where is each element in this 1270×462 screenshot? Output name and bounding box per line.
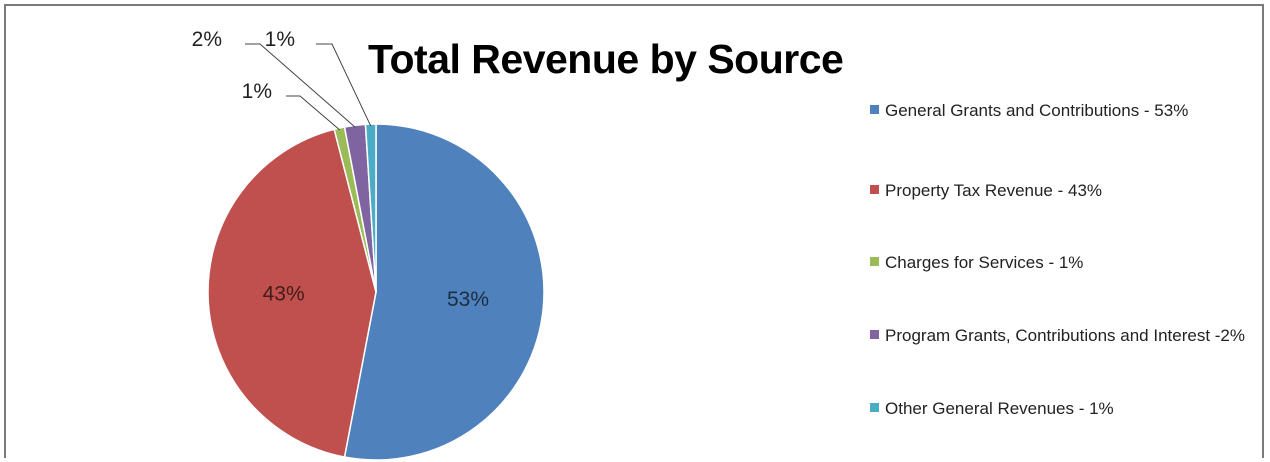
legend-swatch-3 bbox=[870, 257, 879, 266]
legend-label-1: General Grants and Contributions - 53% bbox=[885, 101, 1189, 120]
data-label-5: 1% bbox=[265, 28, 295, 51]
legend-entry-1: General Grants and Contributions - 53% bbox=[870, 98, 1250, 123]
leader-line-5 bbox=[316, 43, 372, 127]
legend-label-5: Other General Revenues - 1% bbox=[885, 399, 1114, 418]
legend-entry-3: Charges for Services - 1% bbox=[870, 250, 1250, 275]
pie-slices bbox=[207, 123, 545, 461]
data-labels: 53% 43% 1% 2% 1% bbox=[192, 28, 489, 311]
legend-swatch-5 bbox=[870, 403, 879, 412]
pie-slice-2 bbox=[207, 128, 377, 458]
pie-slice-1 bbox=[343, 123, 545, 461]
legend-entry-2: Property Tax Revenue - 43% bbox=[870, 178, 1250, 203]
chart-title: Total Revenue by Source bbox=[368, 36, 844, 82]
legend-swatch-4 bbox=[870, 330, 879, 339]
data-label-4: 2% bbox=[192, 28, 222, 51]
legend-entry-5: Other General Revenues - 1% bbox=[870, 396, 1250, 421]
legend-label-2: Property Tax Revenue - 43% bbox=[885, 181, 1103, 200]
legend-label-4: Program Grants, Contributions and Intere… bbox=[885, 326, 1245, 345]
data-label-2: 43% bbox=[263, 282, 305, 305]
chart-frame bbox=[4, 4, 1264, 458]
data-label-3: 1% bbox=[242, 80, 272, 103]
legend-label-3: Charges for Services - 1% bbox=[885, 253, 1084, 272]
leader-line-3 bbox=[286, 95, 341, 131]
leader-lines bbox=[245, 43, 372, 131]
pie-slice-5 bbox=[364, 123, 377, 293]
legend-swatch-2 bbox=[870, 185, 879, 194]
legend-entry-4: Program Grants, Contributions and Intere… bbox=[870, 323, 1250, 348]
legend-swatch-1 bbox=[870, 105, 879, 114]
data-label-1: 53% bbox=[447, 288, 489, 311]
leader-line-4 bbox=[245, 43, 356, 128]
